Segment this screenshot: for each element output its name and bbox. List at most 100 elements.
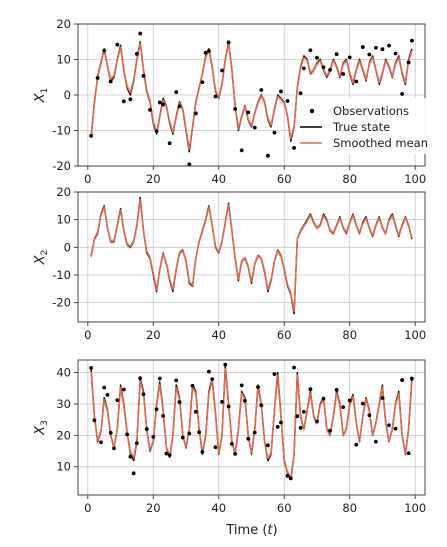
uncertainty-band (91, 365, 412, 482)
observation-point (272, 130, 277, 135)
observation-point (410, 376, 414, 381)
x-tick-label: 80 (342, 172, 357, 186)
x-axis-label: Time (t) (225, 523, 277, 538)
observation-point (200, 450, 205, 454)
observation-point (354, 442, 359, 447)
y-tick-label: 20 (56, 428, 71, 442)
y-axis-label-main: X (33, 254, 48, 265)
y-tick-label: 30 (56, 397, 71, 411)
observation-point (328, 428, 332, 433)
observation-point (367, 413, 372, 418)
observation-point (92, 418, 97, 423)
y-axis-label-sub: 2 (40, 250, 50, 256)
legend-marker-observations (309, 108, 315, 114)
observation-point (203, 50, 208, 55)
observation-point (154, 407, 159, 412)
observation-point (121, 387, 126, 392)
observation-point (193, 409, 198, 414)
y-tick-label: 10 (56, 213, 71, 227)
observation-point (252, 125, 257, 130)
observation-point (135, 51, 139, 56)
observation-point (99, 440, 103, 445)
y-axis-label-main: X (33, 425, 48, 436)
observation-point (229, 441, 234, 446)
observation-point (298, 425, 303, 430)
observation-point (321, 396, 326, 401)
observation-point (95, 76, 100, 80)
observation-point (223, 362, 228, 367)
observation-point (148, 108, 152, 112)
observation-point (298, 91, 303, 96)
y-axis-label-sub: 1 (40, 88, 50, 94)
x-tick-label: 100 (404, 172, 426, 186)
observation-point (393, 51, 398, 56)
x-tick-label: 40 (211, 172, 226, 186)
panel-frame (77, 359, 426, 496)
observation-point (315, 419, 319, 424)
observation-point (115, 42, 120, 47)
y-tick-label: 40 (56, 366, 71, 380)
uncertainty-band (91, 196, 412, 315)
observation-point (387, 423, 391, 428)
observation-point (406, 60, 411, 65)
observation-point (406, 451, 411, 456)
observation-point (167, 141, 172, 146)
observation-point (151, 435, 156, 439)
x-axis-label-paren-close: ) (273, 523, 278, 538)
observation-point (138, 376, 143, 381)
x-tick-label: 0 (84, 501, 91, 515)
observation-point (177, 104, 182, 109)
x-axis-label-paren-open: ( (262, 523, 267, 538)
observation-point (347, 398, 352, 403)
x-tick-label: 100 (404, 328, 426, 342)
observation-point (308, 387, 313, 392)
observation-point (112, 446, 116, 451)
x-tick-label: 60 (277, 328, 292, 342)
observation-point (301, 66, 306, 71)
observation-point (272, 372, 277, 377)
observation-point (187, 162, 192, 166)
y-tick-label: -10 (52, 124, 71, 138)
observation-point (167, 453, 172, 458)
observation-point (295, 414, 300, 419)
observation-point (213, 445, 218, 450)
observation-point (89, 133, 93, 138)
observation-point (233, 106, 238, 111)
observation-point (128, 454, 133, 459)
observation-point (190, 383, 195, 388)
series-line-true-state (90, 196, 413, 315)
observation-point (387, 43, 391, 48)
y-tick-label: -20 (52, 296, 71, 310)
observation-point (360, 45, 365, 49)
observation-point (380, 396, 385, 400)
panel-2: -20 -10 0 10 20 0 20 40 60 80 100 X2 (33, 185, 426, 342)
x-tick-label: 20 (146, 172, 161, 186)
observation-point (308, 48, 313, 53)
y-tick-label: 10 (56, 460, 71, 474)
panel-3: 10 20 30 40 0 20 40 60 80 100 X3 (33, 359, 426, 515)
observation-point (164, 451, 169, 456)
observation-point (121, 99, 126, 104)
svg-text:Time (t): Time (t) (225, 523, 277, 538)
observation-point (157, 376, 162, 381)
observation-point (400, 378, 404, 382)
y-tick-label: -10 (52, 268, 71, 282)
series-line-true-state (90, 365, 413, 480)
observation-point (180, 435, 185, 440)
observation-point (410, 38, 414, 43)
observation-point (210, 377, 215, 382)
observation-point (285, 99, 290, 103)
y-axis-label: X2 (33, 250, 50, 266)
observation-point (187, 431, 192, 436)
x-tick-label: 60 (277, 501, 292, 515)
observation-point (239, 148, 244, 153)
observation-point (128, 97, 133, 102)
plot-area (89, 31, 414, 166)
y-tick-label: 20 (56, 17, 71, 31)
panel-frame (77, 191, 426, 323)
y-tick-label: 20 (56, 185, 71, 199)
panel-1: -20 -10 0 10 20 0 20 40 60 80 100 X1 Observations Tru… (33, 17, 428, 186)
observation-point (102, 48, 107, 53)
observation-point (321, 65, 326, 70)
